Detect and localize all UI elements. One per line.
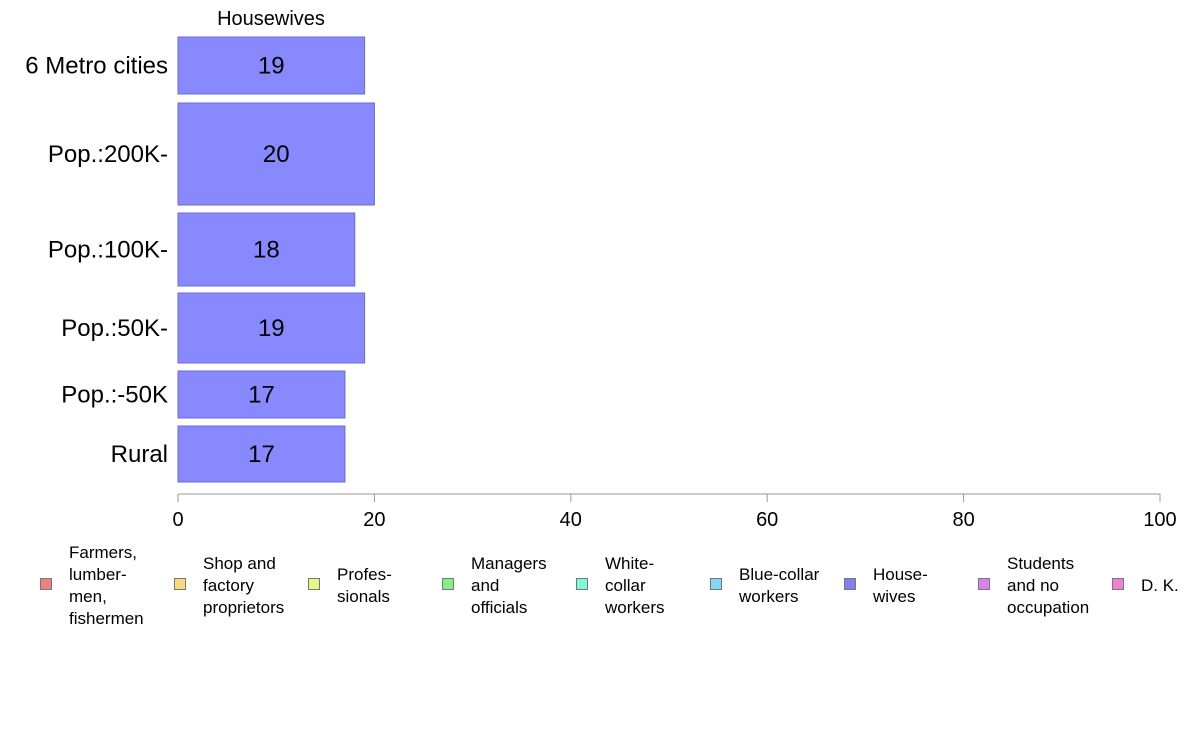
bar bbox=[177, 212, 356, 287]
legend-swatch bbox=[576, 578, 588, 590]
bar bbox=[177, 370, 346, 419]
legend-swatch bbox=[40, 578, 52, 590]
x-tick-label: 80 bbox=[952, 509, 974, 531]
x-tick-label: 40 bbox=[560, 509, 582, 531]
x-tick-label: 20 bbox=[363, 509, 385, 531]
category-label: Pop.:200K- bbox=[48, 141, 168, 168]
chart-legend: Farmers, lumber- men, fishermen Shop and … bbox=[0, 538, 1188, 638]
legend-swatch bbox=[308, 578, 320, 590]
x-tick-label: 100 bbox=[1143, 509, 1176, 531]
data-label: 19 bbox=[258, 53, 285, 80]
legend-label: House- wives bbox=[873, 565, 928, 606]
bar bbox=[177, 292, 366, 364]
data-label: 20 bbox=[263, 141, 290, 168]
legend-label: Students and no occupation bbox=[1007, 554, 1090, 617]
legend-label: D. K. bbox=[1141, 576, 1179, 595]
bar bbox=[177, 36, 366, 95]
bar-chart: Housewives 19 6 Metro cities 20 Pop.:200K- 18… bbox=[25, 8, 1176, 531]
legend-label: Farmers, lumber- men, fishermen bbox=[69, 543, 144, 628]
legend-label: Shop and factory proprietors bbox=[203, 554, 285, 617]
legend-label: Managers and officials bbox=[471, 554, 547, 617]
bar bbox=[177, 102, 375, 206]
legend-label: White- collar workers bbox=[605, 554, 665, 617]
category-label: Pop.:100K- bbox=[48, 237, 168, 264]
legend-swatch bbox=[1112, 578, 1124, 590]
bar bbox=[177, 425, 346, 483]
legend-label: Blue-collar workers bbox=[739, 565, 820, 606]
data-label: 17 bbox=[248, 441, 275, 468]
legend-swatch bbox=[174, 578, 186, 590]
x-tick-label: 0 bbox=[172, 509, 183, 531]
legend-swatch bbox=[844, 578, 856, 590]
chart-title: Housewives bbox=[217, 8, 325, 30]
category-label: Pop.:-50K bbox=[61, 382, 168, 409]
data-label: 19 bbox=[258, 315, 285, 342]
legend-label: Profes- sionals bbox=[337, 565, 392, 606]
category-label: Pop.:50K- bbox=[61, 315, 168, 342]
data-label: 18 bbox=[253, 237, 280, 264]
legend-swatch bbox=[442, 578, 454, 590]
category-label: Rural bbox=[111, 441, 168, 468]
x-tick-label: 60 bbox=[756, 509, 778, 531]
legend-swatch bbox=[978, 578, 990, 590]
legend-swatch bbox=[710, 578, 722, 590]
data-label: 17 bbox=[248, 382, 275, 409]
category-label: 6 Metro cities bbox=[25, 53, 168, 80]
